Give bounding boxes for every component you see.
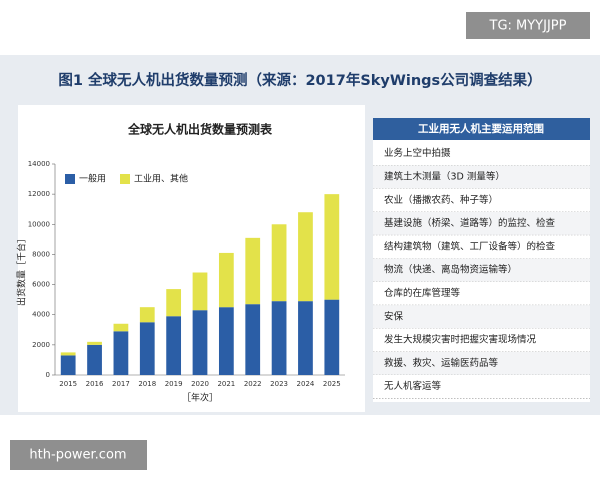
- bar: [218, 307, 234, 375]
- table-cell: 救援、救灾、运输医药品等: [384, 357, 499, 369]
- table-cell: 仓库的在库管理等: [384, 287, 461, 299]
- x-tick-label: 2020: [191, 380, 209, 388]
- x-tick-label: 2023: [270, 380, 288, 388]
- bar: [139, 322, 155, 375]
- table-row: [373, 351, 590, 375]
- y-tick-label: 8000: [32, 250, 50, 258]
- bar: [87, 341, 102, 345]
- x-tick-label: 2018: [138, 380, 156, 388]
- watermark-box: [466, 12, 590, 39]
- bar: [245, 304, 261, 375]
- bar: [113, 323, 129, 332]
- table-cell: 无人机客运等: [384, 380, 442, 392]
- bar: [298, 212, 313, 302]
- table-cell: 农业（播撒农药、种子等）: [384, 194, 498, 206]
- bar: [166, 316, 182, 375]
- bar: [60, 355, 76, 375]
- table-header: [373, 118, 590, 140]
- table-cell: 安保: [384, 310, 404, 322]
- y-tick-label: 6000: [32, 281, 50, 289]
- watermark: hth-power.com: [29, 448, 126, 463]
- y-axis-label: 出货数量［千台］: [16, 234, 28, 306]
- table-cell: 基建设施（桥梁、道路等）的监控、检查: [384, 217, 556, 229]
- table-row: [373, 305, 590, 329]
- table-row: [373, 165, 590, 189]
- table-row: [373, 281, 590, 306]
- chart-title: 全球无人机出货数量预测表: [127, 122, 273, 137]
- table-cell: 发生大规模灾害时把握灾害现场情况: [384, 334, 537, 346]
- y-tick-label: 14000: [28, 160, 50, 168]
- bar: [113, 331, 129, 375]
- figure-title: 图1 全球无人机出货数量预测（来源：2017年SkyWings公司调查结果）: [58, 71, 541, 89]
- bar: [218, 252, 234, 308]
- table-row: [373, 235, 590, 259]
- table-cell: 物流（快递、离岛物资运输等）: [384, 264, 517, 276]
- bar: [271, 301, 287, 375]
- watermark-box: [10, 440, 147, 470]
- y-tick-label: 12000: [28, 190, 50, 198]
- x-tick-label: 2017: [112, 380, 130, 388]
- bar: [298, 301, 313, 375]
- bar: [271, 224, 287, 302]
- table-cell: 结构建筑物（建筑、工厂设备等）的检查: [384, 240, 556, 252]
- table-row: [373, 258, 590, 282]
- bar: [192, 272, 208, 311]
- y-tick-label: 10000: [28, 220, 50, 228]
- y-tick-label: 0: [46, 371, 50, 379]
- table-row: [373, 375, 590, 399]
- watermark: TG: MYYJJPP: [489, 19, 567, 34]
- table-row: [373, 142, 590, 166]
- x-tick-label: 2015: [59, 380, 77, 388]
- y-tick-label: 2000: [32, 341, 50, 349]
- bar: [87, 344, 102, 375]
- x-axis-label: ［年次］: [182, 392, 218, 404]
- x-tick-label: 2021: [217, 380, 235, 388]
- bar: [192, 310, 208, 375]
- x-tick-label: 2024: [297, 380, 315, 388]
- bar: [166, 289, 182, 317]
- legend-swatch: [65, 174, 75, 184]
- table-cell: 业务上空中拍摄: [384, 147, 451, 159]
- bar: [245, 237, 261, 305]
- y-tick-label: 4000: [32, 311, 50, 319]
- bar: [139, 307, 155, 323]
- table-row: [373, 328, 590, 352]
- legend-swatch: [120, 174, 130, 184]
- table-row: [373, 211, 590, 236]
- x-tick-label: 2022: [244, 380, 262, 388]
- x-tick-label: 2025: [323, 380, 341, 388]
- table-cell: 建筑土木测量（3D 测量等）: [384, 170, 505, 182]
- bar: [324, 299, 340, 375]
- bar: [324, 194, 340, 300]
- legend-label: 一般用: [79, 173, 106, 185]
- table-header-text: 工业用无人机主要运用范围: [418, 122, 544, 135]
- x-tick-label: 2016: [86, 380, 104, 388]
- table-row: [373, 188, 590, 212]
- legend-label: 工业用、其他: [134, 173, 188, 185]
- bar: [60, 352, 76, 356]
- x-tick-label: 2019: [165, 380, 183, 388]
